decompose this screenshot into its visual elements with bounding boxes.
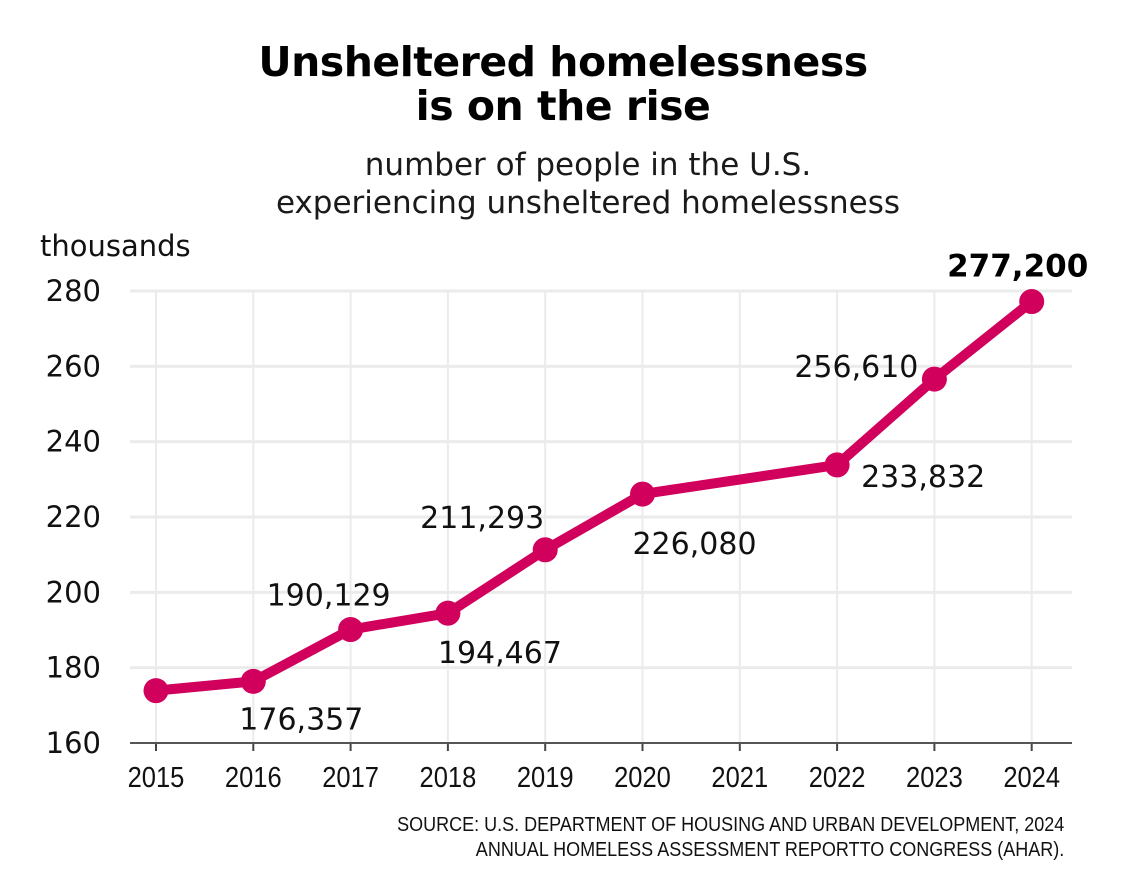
data-label-2016: 176,357 [239, 702, 363, 737]
data-point-2024 [1019, 289, 1045, 315]
data-label-2020: 226,080 [632, 527, 756, 562]
source-line-2: ANNUAL HOMELESS ASSESSMENT REPORTTO CONG… [475, 839, 1064, 861]
x-tick-label: 2021 [711, 760, 768, 793]
y-axis-label: thousands [40, 229, 191, 263]
data-label-2017: 190,129 [267, 579, 391, 614]
y-tick-label: 160 [46, 726, 101, 760]
chart-title-line-1: Unsheltered homelessness [258, 38, 868, 86]
y-tick-label: 200 [46, 575, 101, 609]
data-label-2019: 211,293 [420, 501, 544, 536]
data-point-2017 [338, 617, 364, 643]
grid-layer [130, 289, 1072, 743]
source-note: SOURCE: U.S. DEPARTMENT OF HOUSING AND U… [397, 813, 1064, 863]
chart-title-line-2: is on the rise [415, 82, 711, 130]
x-tick-label: 2019 [517, 760, 574, 793]
x-tick-label: 2016 [225, 760, 282, 793]
chart-subtitle: number of people in the U.S. experiencin… [0, 146, 1126, 222]
data-point-2016 [240, 668, 266, 694]
y-tick-label: 220 [46, 500, 101, 534]
x-tick-label: 2017 [322, 760, 379, 793]
data-point-2015 [143, 678, 169, 704]
label-layer: 176,357 190,129 194,467 211,293 226,080 233,8… [239, 249, 1088, 738]
x-tick-label: 2018 [420, 760, 477, 793]
x-tick-label: 2023 [906, 760, 963, 793]
data-point-2022 [824, 452, 850, 478]
axis-layer: 160 180 200 220 240 260 280 2015 2016 2017 2018 201… [40, 229, 1072, 793]
y-tick-label: 260 [46, 349, 101, 383]
data-label-2024: 277,200 [947, 249, 1088, 285]
source-line-1: SOURCE: U.S. DEPARTMENT OF HOUSING AND U… [396, 814, 1064, 836]
data-point-2018 [435, 600, 461, 626]
data-point-2020 [630, 481, 655, 507]
chart-title: Unsheltered homelessness is on the rise [0, 40, 1126, 128]
chart-subtitle-line-2: experiencing unsheltered homelessness [275, 185, 901, 221]
x-tick-label: 2024 [1003, 760, 1060, 793]
y-tick-label: 280 [46, 274, 101, 308]
series-layer [143, 289, 1045, 704]
x-tick-label: 2022 [809, 760, 866, 793]
x-tick-label: 2020 [614, 760, 671, 793]
y-tick-label: 180 [46, 651, 101, 685]
data-label-2023: 256,610 [794, 350, 918, 385]
x-tick-label: 2015 [128, 760, 185, 793]
data-point-2019 [532, 537, 558, 563]
data-label-2022: 233,832 [861, 460, 985, 495]
data-point-2023 [921, 366, 947, 392]
data-label-2018: 194,467 [438, 636, 562, 671]
chart-subtitle-line-1: number of people in the U.S. [364, 147, 812, 183]
y-tick-label: 240 [46, 425, 101, 459]
